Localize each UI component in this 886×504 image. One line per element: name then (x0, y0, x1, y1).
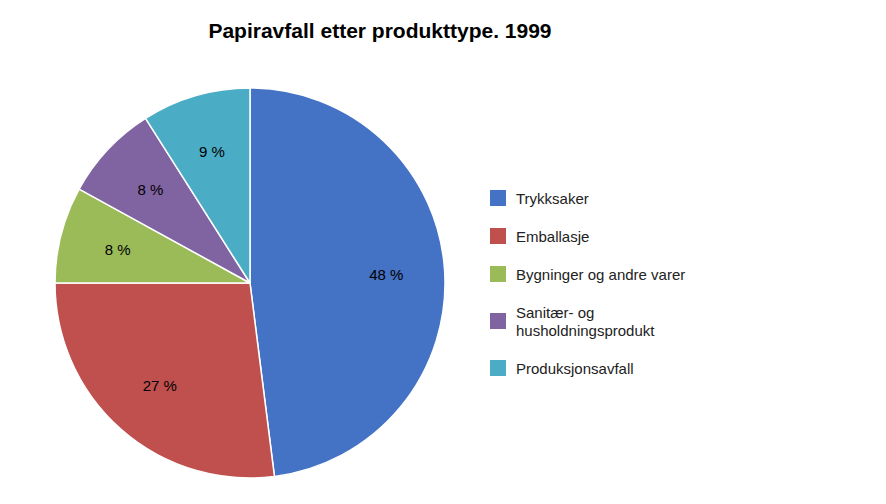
legend-label-line: husholdningsprodukt (516, 322, 655, 339)
slices (55, 88, 445, 478)
legend-label: Produksjonsavfall (516, 360, 634, 377)
slice (250, 88, 445, 476)
legend-label: Bygninger og andre varer (516, 266, 685, 283)
legend-label-line: Emballasje (516, 228, 589, 245)
legend-swatch (490, 228, 506, 244)
chart: Papiravfall etter produkttype. 1999 48 % 2… (0, 0, 886, 504)
legend-label: Trykksaker (516, 190, 589, 207)
legend-swatch (490, 360, 506, 376)
legend-label-line: Sanitær- og (516, 304, 594, 321)
data-label: 9 % (199, 143, 225, 160)
slice (55, 283, 274, 478)
data-label: 27 % (143, 377, 177, 394)
legend-swatch (490, 313, 506, 329)
legend-label-line: Trykksaker (516, 190, 589, 207)
data-label: 8 % (105, 241, 131, 258)
legend-swatch (490, 266, 506, 282)
data-labels: 48 % 27 % 8 % 8 % 9 % (105, 143, 403, 393)
legend-label-line: Produksjonsavfall (516, 360, 634, 377)
legend-swatch (490, 190, 506, 206)
legend-label: Sanitær- oghusholdningsprodukt (516, 304, 655, 339)
chart-container: Papiravfall etter produkttype. 1999 48 % 2… (0, 0, 886, 504)
title: Papiravfall etter produkttype. 1999 (208, 19, 551, 42)
legend-label: Emballasje (516, 228, 589, 245)
legend: Trykksaker Emballasje Bygninger og andre v… (490, 190, 685, 377)
data-label: 8 % (138, 181, 164, 198)
legend-label-line: Bygninger og andre varer (516, 266, 685, 283)
data-label: 48 % (369, 266, 403, 283)
